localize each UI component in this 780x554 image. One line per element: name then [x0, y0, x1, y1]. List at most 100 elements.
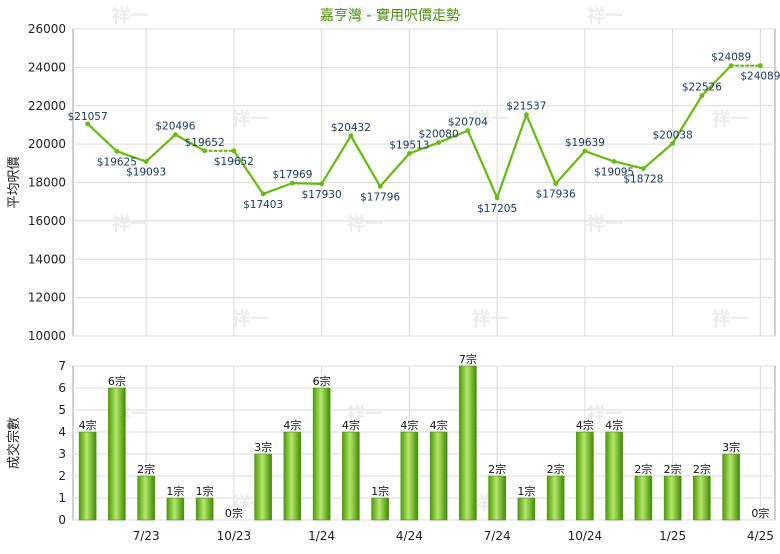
line-data-label: $19513 — [389, 139, 429, 151]
line-point — [757, 63, 763, 69]
line-segment — [525, 113, 557, 185]
watermark-text: 祥一 — [712, 308, 748, 330]
bar-data-label: 7宗 — [459, 352, 477, 366]
watermark-text: 祥一 — [347, 5, 383, 27]
line-point — [699, 93, 705, 99]
line-segment — [437, 129, 469, 144]
line-data-label: $18728 — [623, 174, 663, 186]
x-tick-label: 7/23 — [133, 529, 160, 543]
x-tick-label: 4/24 — [396, 529, 423, 543]
bar-y-tick-label: 1 — [58, 491, 66, 505]
line-point — [436, 140, 442, 145]
watermark-text: 祥一 — [112, 213, 148, 235]
bar-data-label: 4宗 — [576, 418, 594, 432]
watermark-text: 祥一 — [712, 108, 748, 130]
line-y-tick-label: 12000 — [28, 291, 66, 305]
line-data-label: $19095 — [594, 166, 634, 178]
bar-data-label: 2宗 — [547, 462, 565, 476]
line-data-label: $20038 — [653, 129, 693, 141]
x-tick-label: 10/23 — [217, 529, 252, 543]
line-point — [202, 148, 208, 154]
bar-data-label: 2宗 — [634, 462, 652, 476]
bar-y-axis-label: 成交宗數 — [6, 417, 22, 469]
line-point — [114, 148, 120, 154]
line-segment — [554, 149, 586, 185]
watermark-text: 祥一 — [587, 403, 623, 425]
line-segment — [496, 113, 528, 199]
line-data-label: $20704 — [448, 117, 488, 129]
line-point — [85, 121, 91, 127]
line-data-label: $19639 — [565, 137, 605, 149]
line-data-label: $20496 — [155, 121, 195, 133]
line-segment — [145, 133, 177, 163]
bar-y-tick-label: 7 — [58, 359, 66, 373]
line-y-tick-label: 26000 — [28, 22, 66, 36]
line-data-label: $17969 — [272, 169, 312, 181]
watermark-text: 祥一 — [347, 403, 383, 425]
line-point — [553, 181, 559, 187]
bar — [693, 475, 711, 521]
line-y-axis-label: 平均呎價 — [7, 156, 22, 208]
watermark-text: 祥一 — [112, 5, 148, 27]
watermark-text: 祥一 — [232, 108, 268, 130]
bar — [429, 431, 448, 521]
bar-y-tick-label: 0 — [58, 513, 66, 527]
x-tick-label: 4/25 — [747, 529, 774, 543]
line-data-label: $22526 — [682, 82, 722, 94]
bar-y-tick-label: 2 — [58, 469, 66, 483]
line-segment — [671, 94, 703, 145]
x-tick-label: 1/24 — [308, 529, 335, 543]
bar — [371, 497, 389, 521]
line-data-label: $17205 — [477, 203, 517, 215]
bar-data-label: 3宗 — [254, 440, 272, 454]
bar — [312, 387, 331, 521]
line-data-label: $17796 — [360, 191, 400, 203]
bar — [459, 365, 477, 521]
line-point — [582, 148, 588, 154]
bar — [400, 431, 419, 521]
line-point — [289, 180, 295, 186]
bar-data-label: 2宗 — [693, 462, 711, 476]
watermark-text: 祥一 — [232, 308, 268, 330]
bar — [488, 475, 506, 521]
line-data-label: $17936 — [536, 189, 576, 201]
line-data-label: $19625 — [97, 156, 137, 168]
bar-data-label: 4宗 — [605, 418, 623, 432]
bar — [576, 431, 594, 521]
bar-data-label: 2宗 — [664, 462, 682, 476]
line-segment — [466, 129, 499, 199]
line-data-label: $19652 — [185, 137, 225, 149]
line-segment — [262, 181, 294, 196]
watermark-text: 祥一 — [587, 5, 623, 27]
line-data-label: $19093 — [126, 167, 166, 179]
bar — [137, 475, 155, 521]
line-segment — [408, 141, 440, 155]
x-tick-label: 10/24 — [568, 529, 603, 543]
line-point — [670, 140, 676, 146]
line-point — [231, 148, 237, 154]
line-data-label: $24089 — [711, 52, 751, 64]
bar-data-label: 6宗 — [108, 374, 126, 388]
line-y-tick-label: 22000 — [28, 99, 66, 113]
line-segment — [115, 150, 148, 163]
bar-data-label: 4宗 — [400, 418, 418, 432]
bar — [722, 453, 740, 521]
line-point — [494, 195, 500, 201]
line-point — [465, 128, 471, 134]
watermark-text: 祥一 — [472, 308, 508, 330]
bar-data-label: 0宗 — [751, 506, 769, 520]
x-tick-label: 7/24 — [484, 529, 511, 543]
line-segment — [613, 160, 645, 170]
line-y-tick-label: 24000 — [28, 60, 66, 74]
bar — [517, 497, 536, 521]
line-point — [260, 191, 266, 197]
line-y-tick-label: 16000 — [28, 214, 66, 228]
line-segment — [174, 133, 206, 152]
bar-data-label: 1宗 — [371, 484, 389, 498]
line-segment — [583, 149, 616, 163]
bar-data-label: 4宗 — [430, 418, 448, 432]
bar-data-label: 2宗 — [137, 462, 155, 476]
line-data-label: $21057 — [68, 111, 108, 123]
